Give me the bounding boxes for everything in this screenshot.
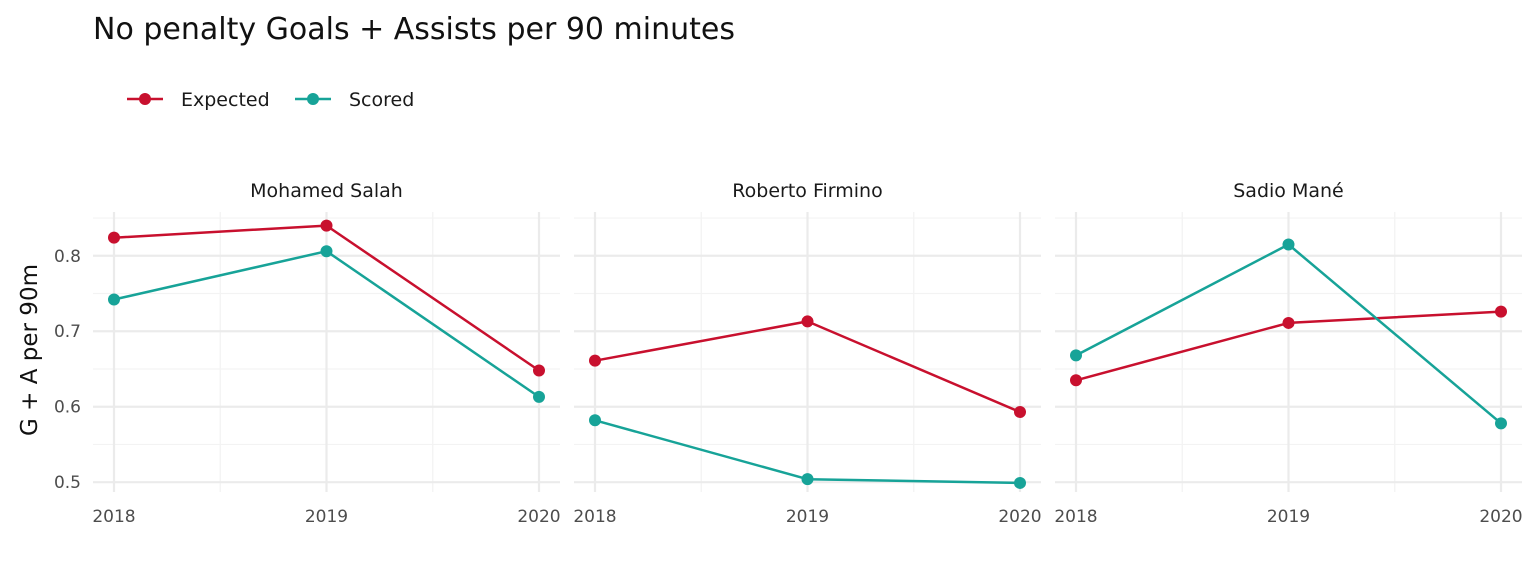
x-tick-label: 2020 (517, 507, 560, 527)
legend: Expected Scored (127, 89, 414, 111)
x-tick-label: 2020 (1479, 507, 1522, 527)
x-tick-label: 2020 (998, 507, 1041, 527)
legend-item-scored: Scored (295, 89, 414, 111)
data-point (533, 364, 545, 377)
series-scored (108, 245, 545, 403)
facet-panel-mohamed-salah: Mohamed Salah 0.5 0.6 0.7 0.8 2018 2019 2020 (54, 180, 561, 527)
facet-strip-label: Sadio Mané (1233, 180, 1343, 202)
x-tick-label: 2018 (573, 507, 616, 527)
panel-grid (1055, 212, 1522, 492)
data-point (108, 231, 120, 244)
x-tick-label: 2018 (1054, 507, 1097, 527)
y-tick-label: 0.6 (54, 398, 81, 418)
x-tick-label: 2019 (1267, 507, 1310, 527)
data-point (320, 245, 333, 258)
series-scored (589, 414, 1026, 489)
data-point (1282, 316, 1295, 329)
y-tick-label: 0.7 (54, 322, 81, 342)
data-point (589, 414, 601, 427)
panel-grid (93, 212, 560, 492)
series-scored (1070, 238, 1507, 430)
data-point (1014, 476, 1026, 489)
legend-label: Scored (349, 89, 414, 111)
data-point (108, 293, 120, 306)
data-point (1070, 349, 1082, 362)
data-point (320, 219, 333, 232)
facet-strip-label: Mohamed Salah (250, 180, 403, 202)
facet-panel-sadio-mane: Sadio Mané 2018 2019 2020 (1054, 180, 1522, 527)
data-point (801, 315, 814, 328)
data-point (533, 390, 545, 403)
data-point (1070, 374, 1082, 387)
series-expected (1070, 305, 1507, 387)
facet-panel-roberto-firmino: Roberto Firmino 2018 2019 2020 (573, 180, 1041, 527)
y-tick-label: 0.8 (54, 247, 81, 267)
data-point (1495, 305, 1507, 318)
series-expected (589, 315, 1026, 418)
legend-key-point (307, 93, 319, 105)
y-tick-label: 0.5 (54, 473, 81, 493)
legend-label: Expected (181, 89, 270, 111)
facet-strip-label: Roberto Firmino (732, 180, 882, 202)
data-point (1495, 417, 1507, 430)
y-axis-title: G + A per 90m (17, 264, 43, 436)
data-point (801, 473, 814, 486)
data-point (1014, 406, 1026, 418)
x-tick-label: 2019 (786, 507, 829, 527)
legend-item-expected: Expected (127, 89, 270, 111)
x-tick-label: 2019 (305, 507, 348, 527)
series-expected (108, 219, 545, 377)
x-tick-label: 2018 (92, 507, 135, 527)
legend-key-point (139, 93, 151, 105)
data-point (1282, 238, 1295, 251)
chart-title: No penalty Goals + Assists per 90 minute… (93, 12, 735, 47)
data-point (589, 354, 601, 367)
